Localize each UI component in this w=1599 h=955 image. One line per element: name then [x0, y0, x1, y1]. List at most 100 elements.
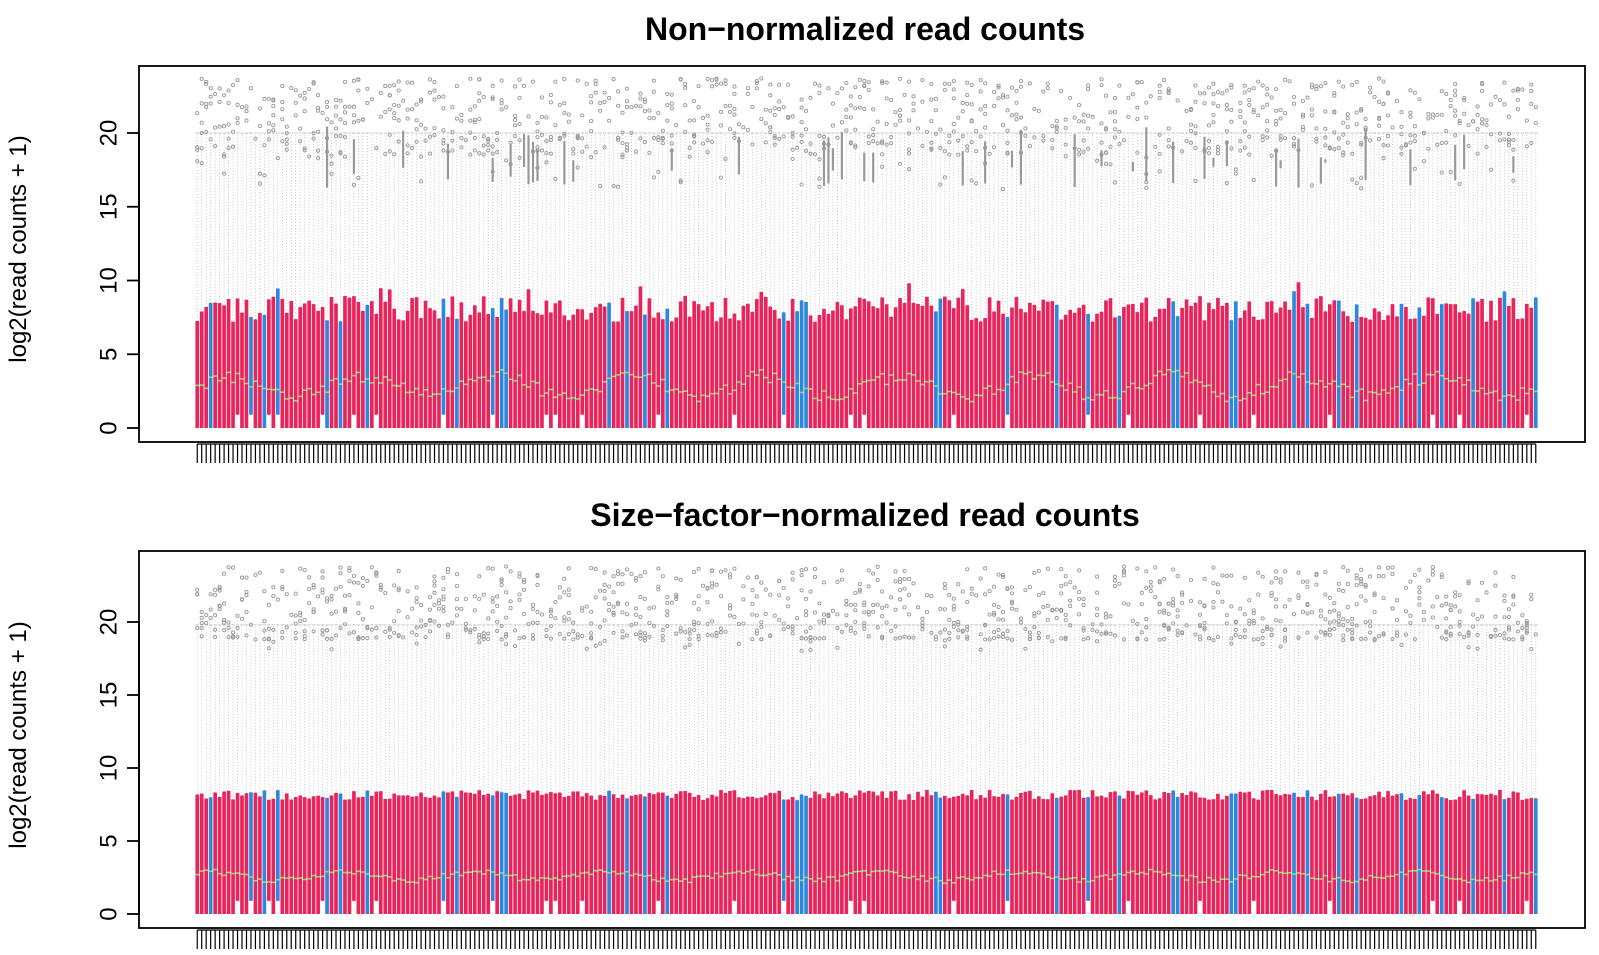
outlier-point: [647, 606, 652, 611]
outlier-point: [906, 576, 912, 581]
outlier-point: [1036, 635, 1041, 640]
box-group-a: [1242, 792, 1247, 914]
outlier-point: [1318, 614, 1323, 619]
outlier-point: [1068, 95, 1073, 100]
box-group-a: [1444, 303, 1449, 428]
outlier-point: [1323, 570, 1328, 575]
box-group-a: [638, 286, 643, 428]
box-group-a: [916, 791, 920, 914]
outlier-point: [978, 78, 983, 83]
outlier-point: [1314, 126, 1319, 131]
outlier-point: [369, 97, 374, 102]
box-group-a: [1184, 795, 1189, 914]
outlier-point: [790, 570, 795, 575]
outlier-point: [392, 111, 397, 116]
outlier-point: [1229, 641, 1234, 646]
outlier-point: [405, 143, 410, 148]
outlier-point: [468, 130, 473, 135]
outlier-point: [1502, 102, 1507, 107]
outlier-point: [562, 133, 567, 138]
outlier-point: [1506, 607, 1511, 612]
outlier-point: [347, 566, 352, 571]
outlier-point: [633, 103, 639, 108]
outlier-point: [1421, 617, 1426, 622]
outlier-point: [1430, 615, 1435, 620]
box-group-a: [284, 312, 289, 428]
box-group-a: [513, 311, 517, 428]
box-group-a: [361, 796, 365, 914]
outlier-point: [1524, 620, 1529, 626]
outlier-point: [1283, 569, 1288, 574]
box-group-a: [589, 312, 594, 428]
outlier-point: [1014, 100, 1019, 105]
outlier-point: [893, 636, 898, 641]
outlier-point: [454, 583, 459, 589]
box-group-a: [1260, 319, 1265, 428]
outlier-point: [1251, 86, 1256, 91]
box-group-a: [535, 313, 540, 428]
outlier-point: [951, 607, 956, 612]
outlier-point: [222, 152, 227, 157]
outlier-point: [835, 645, 840, 650]
outlier-point: [199, 76, 204, 81]
outlier-point: [871, 133, 876, 138]
outlier-point: [553, 616, 558, 621]
box-group-a: [1314, 298, 1319, 428]
outlier-point: [906, 635, 912, 640]
box-group-a: [1448, 800, 1453, 914]
box-group-a: [719, 317, 723, 428]
box-group-a: [566, 795, 571, 914]
outlier-point: [1457, 181, 1462, 186]
outlier-point: [620, 141, 625, 146]
outlier-point: [786, 82, 791, 87]
outlier-point: [1202, 91, 1207, 96]
outlier-point: [812, 81, 818, 86]
box-group-b: [208, 303, 213, 428]
outlier-point: [732, 135, 737, 141]
outlier-point: [1175, 98, 1180, 103]
outlier-point: [432, 88, 437, 93]
box-group-a: [808, 315, 813, 428]
outlier-point: [1305, 584, 1310, 589]
box-group-a: [280, 299, 285, 428]
outlier-point: [611, 574, 616, 579]
outlier-point: [535, 120, 540, 125]
outlier-point: [1171, 567, 1176, 572]
outlier-point: [1318, 629, 1323, 634]
box-group-b: [1086, 313, 1090, 415]
outlier-point: [517, 155, 522, 160]
outlier-point: [656, 137, 661, 142]
outlier-point: [920, 623, 925, 629]
box-group-a: [750, 796, 755, 914]
outlier-point: [1242, 145, 1247, 150]
outlier-point: [1202, 576, 1207, 581]
box-group-a: [965, 795, 970, 914]
outlier-point: [951, 87, 956, 92]
outlier-point: [1359, 108, 1364, 113]
outlier-point: [526, 114, 531, 119]
outlier-point: [423, 622, 428, 628]
box-group-a: [589, 795, 594, 914]
outlier-point: [978, 632, 983, 637]
outlier-point: [853, 143, 858, 148]
outlier-point: [1412, 133, 1417, 138]
outlier-point: [620, 629, 625, 634]
outlier-point: [1041, 138, 1046, 143]
outlier-point: [427, 607, 433, 612]
outlier-point: [687, 627, 692, 632]
box-group-a: [1139, 302, 1144, 428]
outlier-point: [1081, 602, 1086, 608]
outlier-point: [611, 610, 616, 615]
box-group-a: [880, 791, 885, 914]
outlier-point: [1036, 568, 1041, 573]
outlier-point: [821, 580, 827, 585]
outlier-point: [996, 605, 1001, 610]
outlier-point: [611, 590, 616, 595]
outlier-point: [293, 630, 298, 635]
outlier-point: [638, 136, 643, 141]
outlier-point: [432, 579, 437, 584]
box-group-a: [723, 792, 728, 914]
outlier-point: [1260, 83, 1265, 88]
box-group-a: [1301, 307, 1305, 428]
outlier-point: [213, 613, 218, 618]
